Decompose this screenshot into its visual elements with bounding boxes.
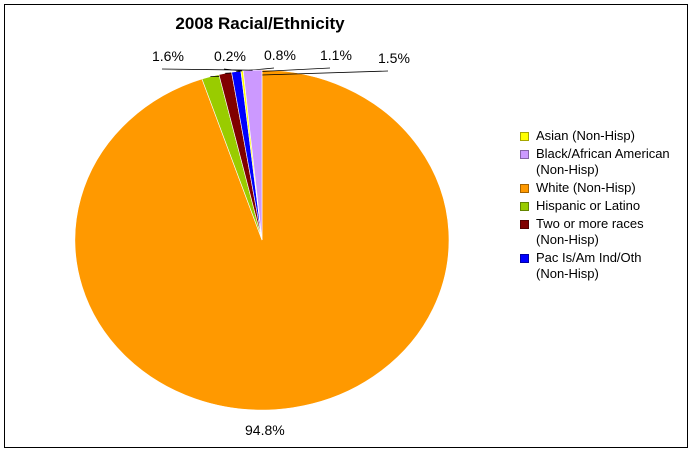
legend-item: Black/African American (Non-Hisp) [520, 146, 685, 178]
legend-swatch [520, 220, 529, 229]
chart-legend: Asian (Non-Hisp) Black/African American (… [520, 128, 685, 284]
legend-item: Two or more races (Non-Hisp) [520, 216, 685, 248]
legend-item: White (Non-Hisp) [520, 180, 685, 196]
legend-swatch [520, 202, 529, 211]
slice-data-label: 1.5% [378, 50, 410, 66]
legend-label: Two or more races (Non-Hisp) [536, 216, 644, 247]
legend-swatch [520, 150, 529, 159]
legend-item: Hispanic or Latino [520, 198, 685, 214]
legend-swatch [520, 254, 529, 263]
legend-swatch [520, 184, 529, 193]
slice-data-label: 0.8% [264, 47, 296, 63]
chart-title: 2008 Racial/Ethnicity [175, 14, 345, 33]
legend-label: Asian (Non-Hisp) [536, 128, 635, 143]
slice-data-label: 1.6% [152, 48, 184, 64]
pie-slice-black-african-american-non-hisp [242, 69, 263, 241]
leader-line [161, 68, 253, 71]
legend-item: Pac Is/Am Ind/Oth (Non-Hisp) [520, 250, 685, 282]
legend-item: Asian (Non-Hisp) [520, 128, 685, 144]
legend-label: Pac Is/Am Ind/Oth (Non-Hisp) [536, 250, 642, 281]
slice-data-label: 94.8% [245, 422, 285, 438]
slice-data-label: 0.2% [214, 48, 246, 64]
slice-data-label: 1.1% [320, 47, 352, 63]
legend-swatch [520, 132, 529, 141]
legend-label: White (Non-Hisp) [536, 180, 636, 195]
legend-label: Black/African American (Non-Hisp) [536, 146, 670, 177]
legend-label: Hispanic or Latino [536, 198, 641, 213]
